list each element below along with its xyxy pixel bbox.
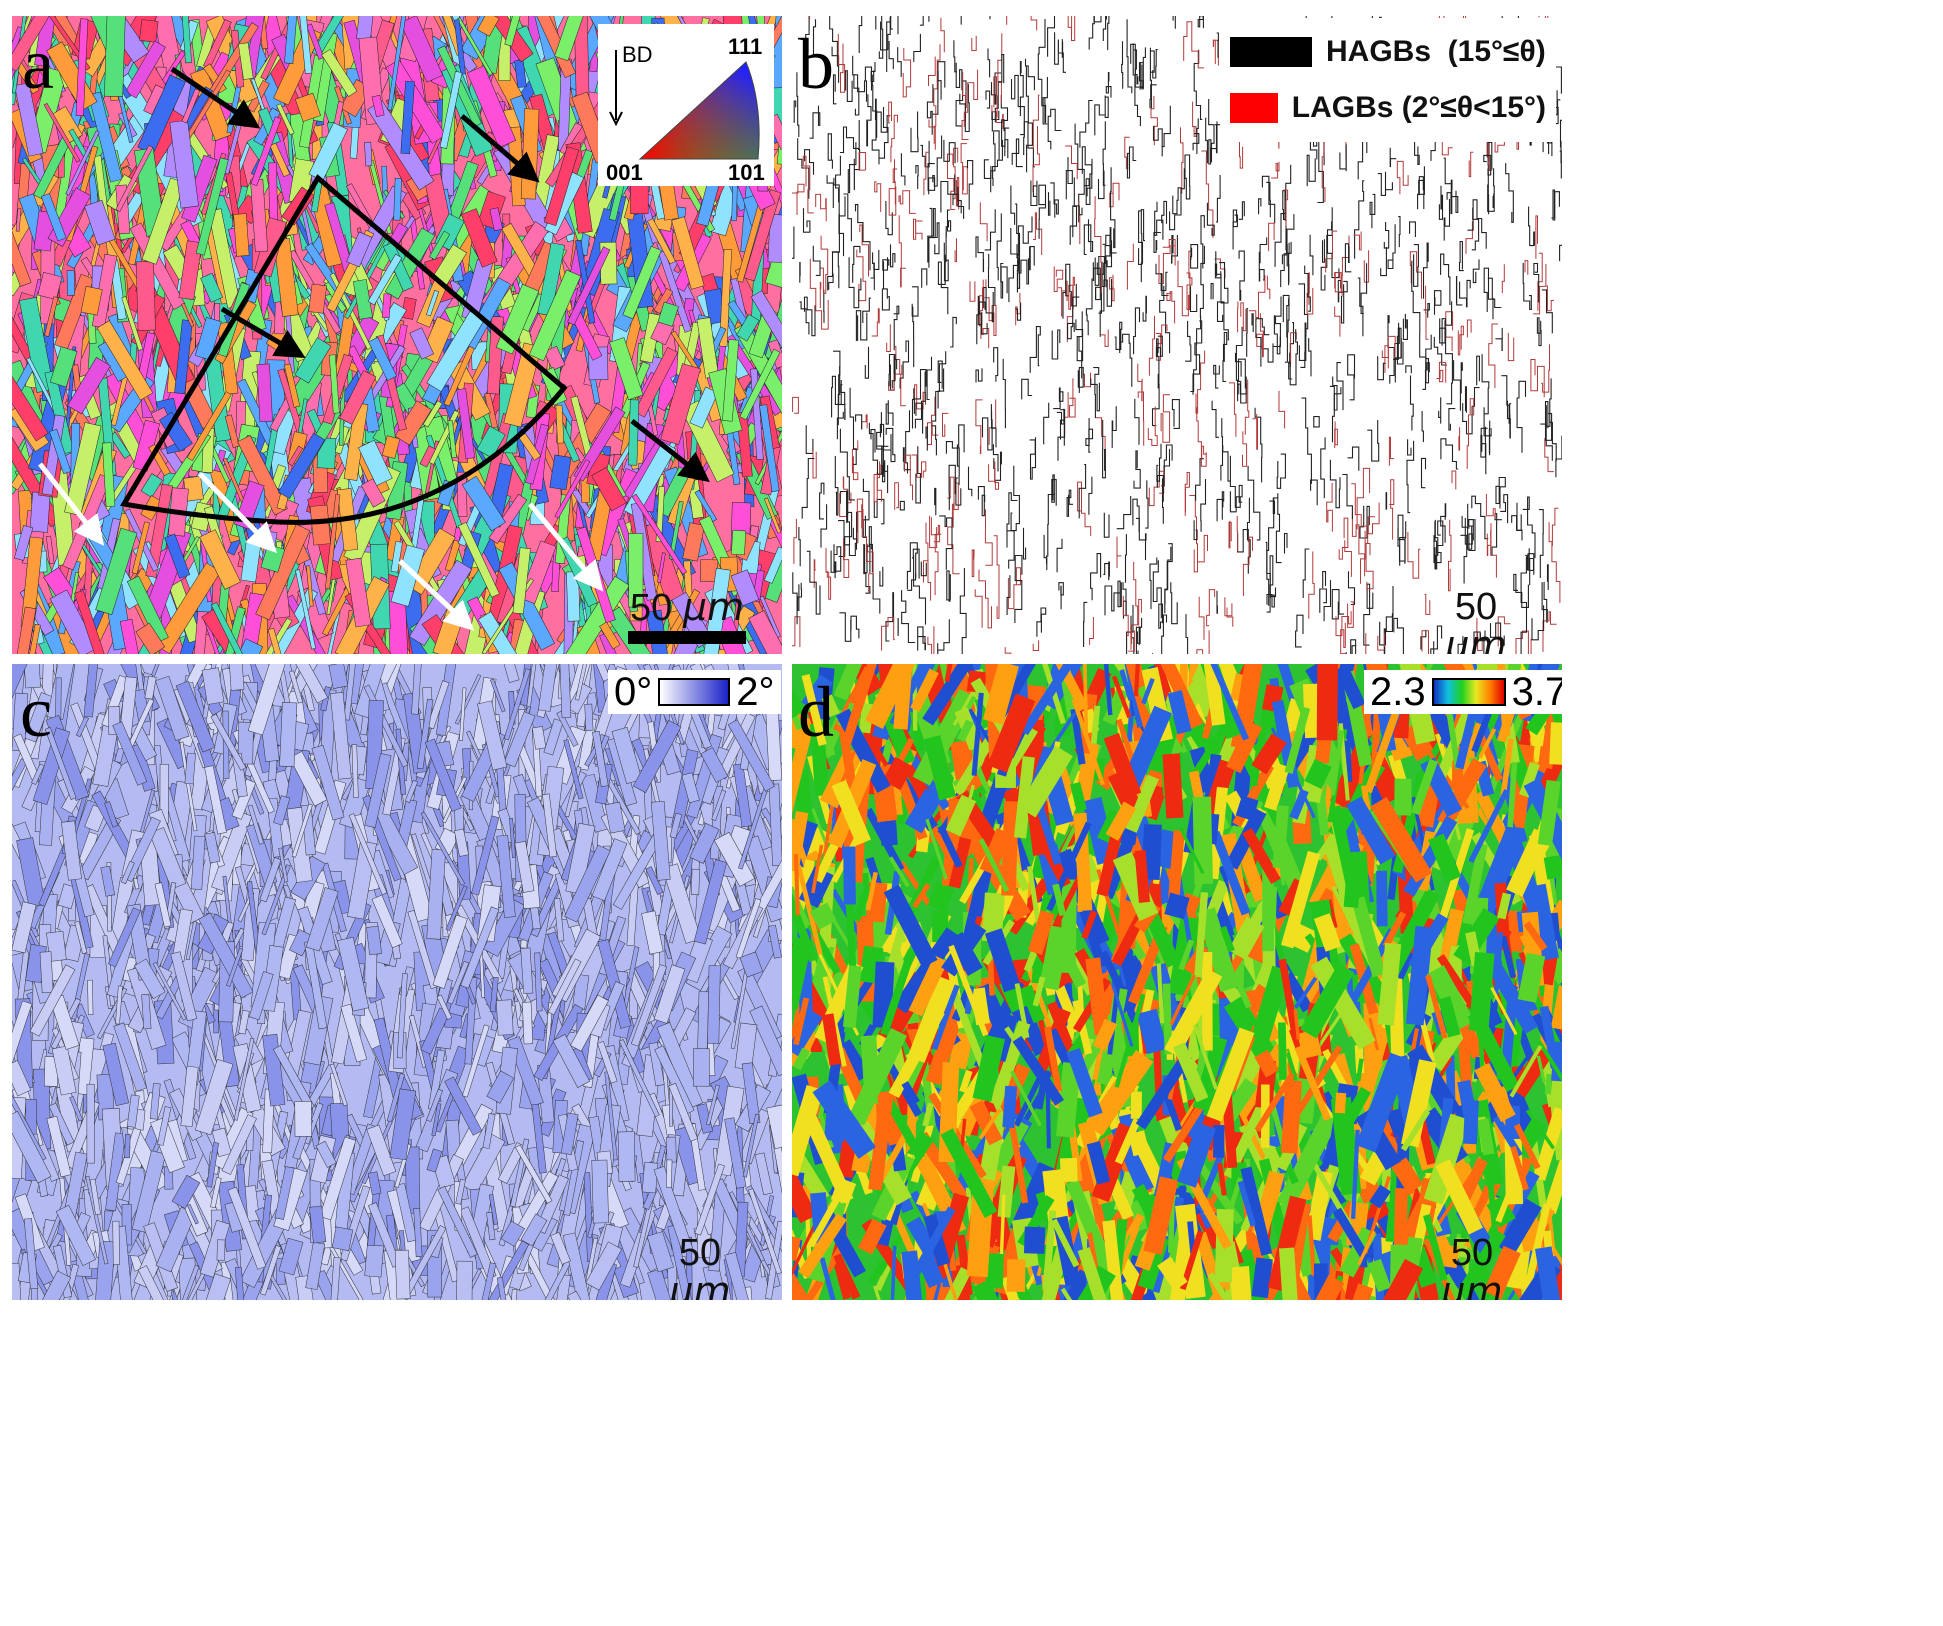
legend-row-hagb: HAGBs (15°≤θ) bbox=[1230, 24, 1546, 80]
hagb-label: HAGBs (15°≤θ) bbox=[1326, 35, 1546, 68]
ipf-111-label: 111 bbox=[728, 34, 762, 59]
panel-b-grain-boundary-map: b HAGBs (15°≤θ) LAGBs (2°≤θ<15°) 50 μm bbox=[792, 16, 1562, 654]
ipf-orientation-map bbox=[12, 16, 782, 654]
panel-letter-b: b bbox=[798, 24, 834, 104]
grain-metric-map bbox=[792, 664, 1562, 1300]
black-arrow bbox=[170, 66, 261, 129]
melt-pool-outline bbox=[120, 174, 568, 525]
legend-row-lagb: LAGBs (2°≤θ<15°) bbox=[1230, 80, 1546, 136]
scale-bar-d: 50 μm bbox=[1418, 1234, 1526, 1300]
panel-c-kam-map: c 0° 2° 50 μm bbox=[12, 664, 782, 1300]
lagb-label: LAGBs (2°≤θ<15°) bbox=[1291, 91, 1546, 124]
ipf-101-label: 101 bbox=[728, 160, 765, 185]
panel-d-grain-metric-map: d 2.3 3.7 50 μm bbox=[792, 664, 1562, 1300]
colorbar-min-label: 0° bbox=[614, 670, 653, 714]
black-arrow bbox=[220, 306, 306, 359]
misorientation-map bbox=[12, 664, 782, 1300]
ipf-triangle bbox=[638, 61, 760, 160]
panel-letter-d: d bbox=[798, 672, 834, 752]
colorbar-min-label: 2.3 bbox=[1370, 670, 1426, 714]
panel-letter-c: c bbox=[20, 672, 52, 752]
overlay-annotations bbox=[38, 66, 710, 631]
colorbar-gradient bbox=[1431, 678, 1506, 706]
grain-texture bbox=[12, 664, 782, 1300]
black-arrow bbox=[630, 419, 710, 483]
black-arrow bbox=[460, 114, 540, 183]
lagb-swatch bbox=[1230, 93, 1278, 123]
black-arrows bbox=[170, 66, 710, 483]
kam-colorbar: 0° 2° bbox=[608, 670, 781, 714]
scale-bar-c: 50 μm bbox=[648, 1234, 752, 1300]
scale-bar-a: 50 μm bbox=[628, 588, 746, 644]
hagb-swatch bbox=[1230, 37, 1312, 67]
scale-bar-label: 50 μm bbox=[669, 1232, 731, 1300]
white-arrow bbox=[38, 462, 105, 546]
colorbar-max-label: 2° bbox=[736, 670, 775, 714]
white-arrows bbox=[38, 462, 604, 631]
grain-texture bbox=[12, 16, 782, 654]
ipf-bd-label: BD bbox=[622, 42, 653, 67]
white-arrow bbox=[398, 559, 475, 631]
grain-texture bbox=[792, 664, 1562, 1300]
scale-bar-b: 50 μm bbox=[1422, 588, 1530, 654]
white-arrow bbox=[528, 502, 604, 592]
colorbar-gradient bbox=[658, 678, 731, 706]
boundary-legend: HAGBs (15°≤θ) LAGBs (2°≤θ<15°) bbox=[1220, 18, 1556, 142]
colorbar-max-label: 3.7 bbox=[1511, 670, 1562, 714]
scale-bar-label: 50 μm bbox=[629, 585, 745, 629]
scale-bar-label: 50 μm bbox=[1441, 1232, 1503, 1300]
ipf-color-key: BD 111 001 101 bbox=[598, 24, 774, 186]
scale-bar-label: 50 μm bbox=[1445, 586, 1507, 654]
panel-a-ipf-map: a BD 111 001 101 bbox=[12, 16, 782, 654]
white-arrow bbox=[198, 472, 277, 554]
bd-arrowhead-icon bbox=[609, 111, 623, 127]
panel-letter-a: a bbox=[22, 24, 54, 104]
ipf-001-label: 001 bbox=[606, 160, 643, 185]
scale-bar-line bbox=[628, 631, 746, 644]
metric-colorbar: 2.3 3.7 bbox=[1364, 670, 1562, 714]
